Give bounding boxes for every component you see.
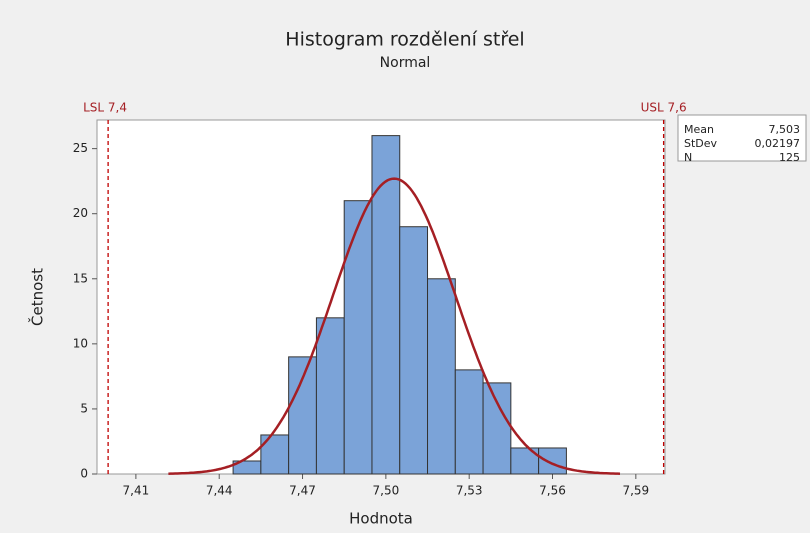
stats-value: 7,503 bbox=[769, 123, 801, 136]
bar bbox=[538, 447, 567, 475]
x-axis-label: Hodnota bbox=[349, 510, 413, 528]
x-tick-label: 7,41 bbox=[123, 484, 150, 498]
x-tick-label: 7,53 bbox=[456, 484, 483, 498]
x-tick-label: 7,50 bbox=[373, 484, 400, 498]
x-tick-label: 7,56 bbox=[539, 484, 566, 498]
stats-name: StDev bbox=[684, 137, 718, 150]
bar bbox=[427, 278, 456, 475]
bar bbox=[399, 226, 429, 475]
bar bbox=[454, 369, 484, 475]
chart-subtitle: Normal bbox=[380, 55, 431, 71]
chart-title: Histogram rozdělení střel bbox=[285, 29, 524, 51]
stats-value: 0,02197 bbox=[755, 137, 801, 150]
y-tick-label: 15 bbox=[73, 271, 88, 285]
bar bbox=[482, 382, 512, 475]
y-tick-label: 5 bbox=[80, 401, 88, 415]
stats-name: Mean bbox=[684, 123, 714, 136]
stats-box bbox=[677, 114, 807, 162]
normal-curve bbox=[168, 177, 621, 475]
spec-label: LSL 7,4 bbox=[83, 101, 127, 115]
bar bbox=[288, 356, 317, 475]
y-tick-label: 20 bbox=[73, 206, 88, 220]
x-tick-label: 7,59 bbox=[622, 484, 649, 498]
y-axis-label: Četnost bbox=[28, 268, 47, 326]
bar bbox=[343, 200, 373, 475]
y-tick-label: 10 bbox=[73, 336, 88, 350]
y-tick-label: 25 bbox=[73, 141, 88, 155]
x-tick-label: 7,47 bbox=[289, 484, 316, 498]
x-tick-label: 7,44 bbox=[206, 484, 233, 498]
bar bbox=[371, 135, 401, 475]
y-tick-label: 0 bbox=[80, 467, 88, 481]
bar bbox=[315, 317, 345, 475]
stats-value: 125 bbox=[779, 151, 800, 164]
spec-label: USL 7,6 bbox=[641, 101, 687, 115]
stats-name: N bbox=[684, 151, 692, 164]
